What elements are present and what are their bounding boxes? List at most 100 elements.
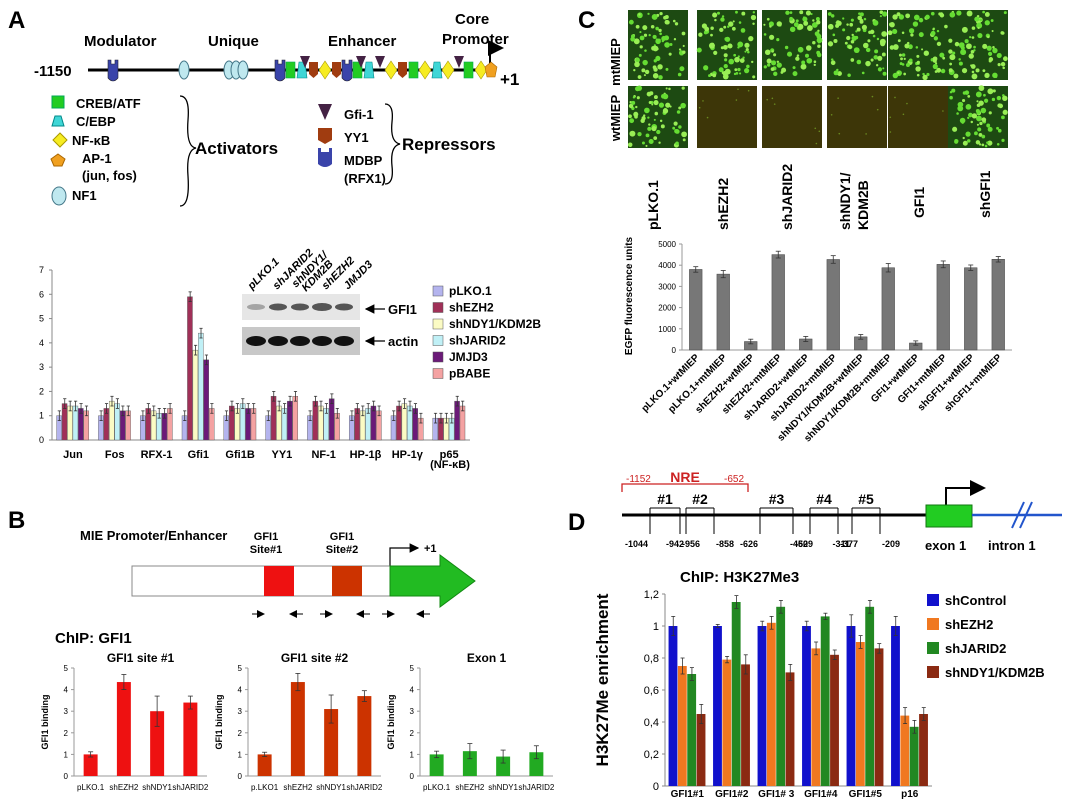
position-end: +1 (500, 70, 519, 89)
chart-b-category-label: shEZH2 (455, 783, 484, 792)
chart-a-error-bar (377, 405, 381, 417)
chart-c-ytick-label: 3000 (658, 282, 676, 291)
band-gfi1 (247, 304, 265, 310)
chart-d-error-bar (814, 641, 819, 656)
chart-c-ytick-label: 0 (672, 346, 677, 355)
position-label: -858 (716, 539, 734, 549)
chart-b-error-bar (262, 751, 268, 757)
chart-a-error-bar (99, 410, 103, 421)
activator-ap1: AP-1 (82, 151, 112, 166)
chart-a-error-bar (433, 412, 438, 424)
region-label-modulator: Modulator (84, 33, 157, 50)
chart-b-category-label: pLKO.1 (423, 783, 451, 792)
chart-b-title: Exon 1 (467, 651, 507, 665)
chart-c-ytick-label: 4000 (658, 261, 676, 270)
chart-a-error-bar (461, 400, 465, 412)
chart-d-legend-swatch (927, 618, 939, 630)
chartd-title: ChIP: H3K27Me3 (680, 569, 799, 586)
yy1-site (332, 62, 341, 78)
chart-a-error-bar (266, 410, 270, 421)
chart-a-error-bar (168, 403, 172, 414)
chart-a-error-bar (193, 344, 198, 356)
chart-a-bar (292, 396, 299, 441)
position-label: -209 (882, 539, 900, 549)
chart-d-bar (919, 714, 928, 786)
chart-d-error-bar (912, 720, 917, 734)
chart-a-error-bar (68, 400, 72, 412)
chart-d-bar (820, 616, 830, 786)
chart-d-error-bar (903, 707, 908, 724)
band-gfi1 (312, 303, 332, 311)
chart-d-error-bar (832, 649, 837, 660)
chart-d-bar (766, 622, 776, 786)
chart-a-legend-label: shEZH2 (449, 301, 494, 315)
chart-a-ytick-label: 2 (39, 386, 44, 396)
intron-break-2 (1019, 501, 1033, 529)
band-actin (268, 336, 288, 346)
panel-letter-c: C (578, 7, 595, 34)
chart-a-category-label: NF-1 (311, 449, 335, 461)
chart-b-1: GFI1 site #1 GFI1 binding 0 1 2 3 4 5 pLKO.1 shEZ… (40, 651, 209, 792)
chart-d-category-label: GFI1#4 (804, 789, 838, 800)
chart-b-ytick-label: 3 (238, 707, 243, 716)
activator-creb: CREB/ATF (76, 96, 141, 111)
chart-d-legend-label: shControl (945, 593, 1006, 608)
column-label-gfi1: GFI1 (911, 187, 927, 218)
chart-d-error-bar (743, 654, 748, 675)
chart-d-error-bar (893, 616, 898, 636)
chart-a-category-label: Gfi1 (188, 449, 209, 461)
nfkb-site (418, 60, 432, 80)
site2-label-a: GFI1 (330, 531, 354, 543)
chart-d-error-bar (849, 614, 854, 638)
mdbp-site (341, 59, 353, 82)
chart-c-error-bar (913, 340, 919, 346)
chart-d-legend-swatch (927, 594, 939, 606)
chart-d-bar (687, 674, 697, 786)
chart-c-error-bar (803, 336, 809, 342)
chart-a-error-bar (74, 400, 78, 412)
panel-a: A Modulator Unique Enhancer Core Promote… (8, 7, 541, 471)
nfkb-icon (52, 132, 68, 148)
promoter-binding-elements (107, 56, 498, 82)
gfi1-site (356, 56, 366, 68)
chart-a-error-bar (313, 395, 318, 407)
exon1-arrow (389, 554, 476, 608)
chart-c-bar (771, 254, 785, 351)
column-label-plko: pLKO.1 (645, 180, 661, 230)
position-label: -942 (666, 539, 684, 549)
chart-c-error-bar (995, 256, 1001, 263)
chart-a-error-bar (319, 400, 323, 412)
chart-a-error-bar (330, 393, 334, 404)
gfi1-site-1 (264, 566, 294, 596)
chart-a-bar (187, 296, 193, 441)
chart-b-ytick-label: 1 (410, 750, 415, 759)
panel-b: B MIE Promoter/Enhancer GFI1 Site#1 GFI1… (8, 507, 555, 792)
position-label: -956 (682, 539, 700, 549)
chart-b-error-bar (187, 695, 193, 710)
chart-a-bar (198, 332, 204, 441)
chart-c-ytick-label: 1000 (658, 325, 676, 334)
chart-b-category-label: shEZH2 (109, 783, 138, 792)
chart-d-error-bar (671, 616, 676, 636)
chart-a-error-bar (324, 403, 329, 414)
chart-a-bar (328, 398, 335, 441)
chart-a-ytick-label: 0 (39, 435, 44, 445)
chart-b-ytick-label: 1 (238, 750, 243, 759)
chart-b-ytick-label: 5 (64, 664, 69, 673)
panel-letter-b: B (8, 507, 25, 534)
repressors-title: Repressors (402, 135, 496, 154)
gfi1-site (454, 56, 464, 68)
nfkb-site (318, 60, 332, 80)
gfp-image-bright (696, 10, 757, 80)
chart-d-error-bar (778, 600, 783, 614)
chart-a-legend-label: pBABE (449, 367, 490, 381)
chart-c-bar (826, 259, 840, 351)
chart-b-error-bar (434, 750, 440, 759)
chart-a-error-bar (413, 403, 418, 414)
amplicon-label: #2 (692, 491, 708, 507)
nf1-icon (51, 186, 67, 206)
chart-a-bar (203, 359, 209, 441)
chart-a-legend-swatch (432, 368, 444, 379)
column-label-shezh2: shEZH2 (715, 178, 731, 230)
chart-c-error-bar (748, 338, 754, 345)
